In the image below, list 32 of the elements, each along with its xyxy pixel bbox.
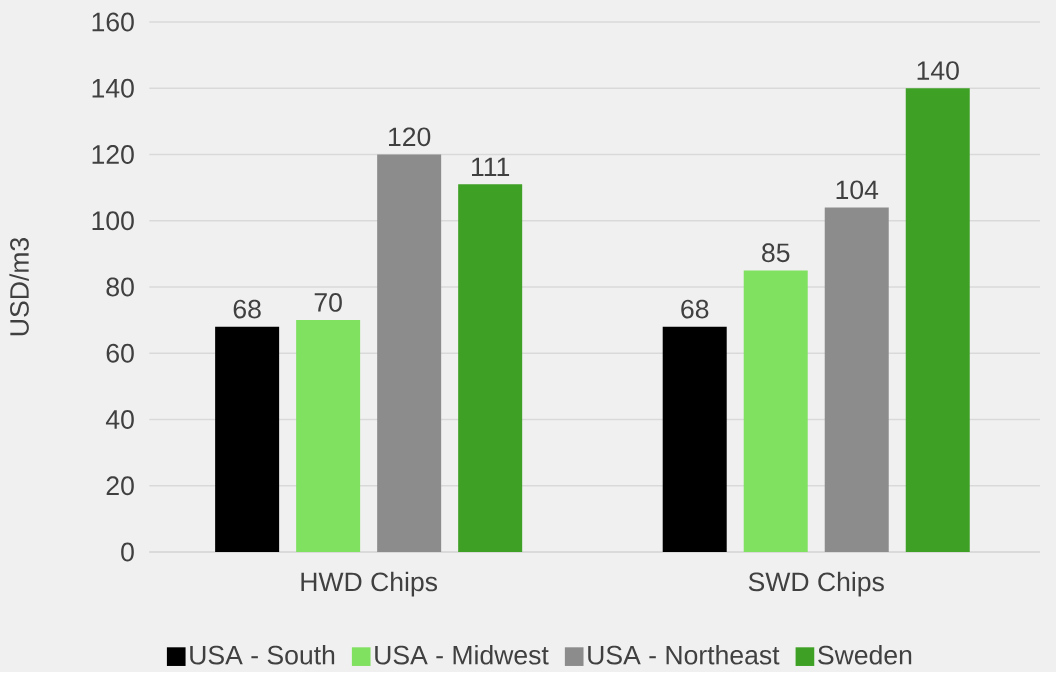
x-tick-label: SWD Chips (748, 572, 884, 597)
y-tick-label: 120 (92, 145, 134, 165)
data-label: 111 (472, 157, 510, 177)
data-label: 70 (314, 293, 342, 313)
legend-label: Sweden (818, 645, 912, 665)
legend-label: USA - Midwest (375, 645, 549, 665)
y-tick-label: 40 (105, 410, 134, 430)
y-tick-label: 80 (106, 277, 134, 297)
y-tick-label: 100 (92, 211, 134, 231)
bar (215, 326, 280, 553)
bar (743, 270, 808, 553)
y-tick-label: 0 (121, 542, 134, 562)
data-label: 140 (917, 61, 959, 81)
bar (662, 326, 727, 553)
legend-label: USA - South (190, 645, 335, 665)
y-tick-label: 20 (106, 476, 134, 496)
data-label: 120 (389, 127, 431, 147)
bar (377, 154, 442, 553)
legend-label: USA - Northeast (588, 645, 780, 665)
x-tick-label: HWD Chips (301, 572, 438, 597)
y-tick-label: 160 (92, 12, 134, 32)
bar (824, 207, 889, 553)
y-tick-label: 60 (106, 344, 134, 363)
data-label: 85 (762, 243, 790, 263)
y-axis-title: USD/m3 (9, 238, 29, 336)
bar (905, 88, 970, 553)
y-tick-label: 140 (92, 79, 134, 98)
data-label: 68 (233, 299, 261, 319)
data-label: 104 (836, 180, 879, 200)
data-label: 68 (681, 299, 709, 319)
bar (458, 184, 523, 553)
bar (296, 320, 361, 553)
